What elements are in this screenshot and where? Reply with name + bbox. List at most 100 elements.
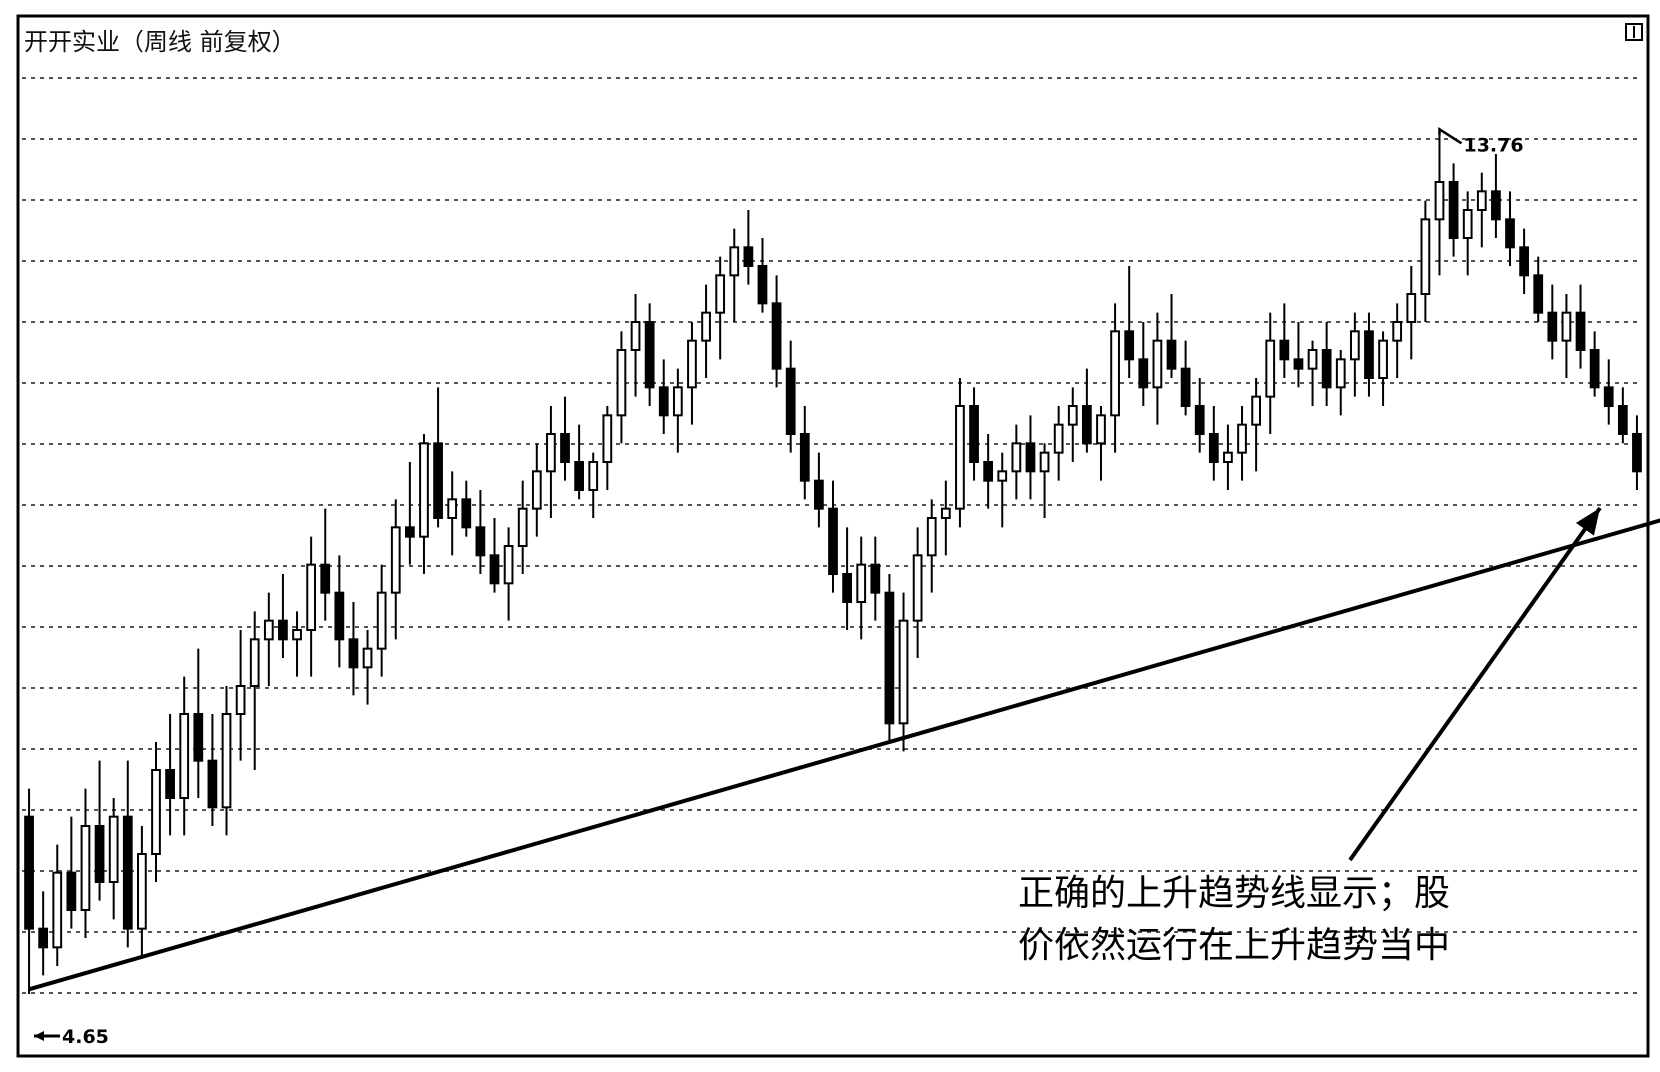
candle xyxy=(658,359,669,434)
candle-body xyxy=(1279,339,1290,361)
candle xyxy=(842,527,852,630)
candle-body xyxy=(1448,181,1459,239)
candle-body xyxy=(108,815,119,884)
candle-body xyxy=(1152,339,1163,389)
candle xyxy=(1561,294,1572,378)
candle xyxy=(151,742,161,882)
candle-body xyxy=(1420,218,1431,295)
candle-body xyxy=(1124,330,1135,361)
candle-body xyxy=(687,339,697,389)
candle-body xyxy=(912,554,923,622)
candle xyxy=(1110,303,1120,453)
uptrend-line xyxy=(28,518,1660,992)
candle-body xyxy=(1208,433,1219,463)
candle xyxy=(1223,424,1233,490)
candle xyxy=(94,760,105,901)
candle xyxy=(278,574,288,658)
candle-body xyxy=(785,367,796,435)
candle xyxy=(588,452,599,518)
candle xyxy=(531,443,542,537)
trendline-group xyxy=(28,506,1660,992)
candle xyxy=(433,387,443,528)
candle-body xyxy=(1223,451,1233,463)
candle-body xyxy=(404,526,415,538)
low-marker-arrow xyxy=(34,1031,44,1041)
candle xyxy=(1265,312,1276,434)
candle xyxy=(715,256,726,360)
candle xyxy=(1505,191,1515,266)
candle-body xyxy=(884,591,895,725)
candle xyxy=(489,518,500,593)
candle-body xyxy=(940,507,951,519)
candle xyxy=(292,611,302,677)
plot-border xyxy=(16,14,1650,1058)
candle xyxy=(122,760,133,948)
chart-title: 开开实业（周线 前复权） xyxy=(24,28,296,56)
candle-body xyxy=(517,507,528,547)
candle-body xyxy=(38,927,49,949)
candle-body xyxy=(66,871,77,912)
candle xyxy=(1321,322,1332,406)
annotation-line-1: 正确的上升趋势线显示；股 xyxy=(1018,873,1450,914)
candle xyxy=(1138,322,1149,406)
candle xyxy=(137,826,147,957)
candle xyxy=(828,480,838,593)
candle-body xyxy=(828,507,838,575)
candle-body xyxy=(1237,423,1247,454)
candle xyxy=(1476,172,1487,248)
candle xyxy=(870,536,881,621)
candle-body xyxy=(531,470,542,510)
candle-body xyxy=(207,759,218,809)
candle xyxy=(1293,322,1304,388)
high-price-label: 13.76 xyxy=(1463,134,1523,156)
candle-body xyxy=(1462,209,1473,239)
candle xyxy=(955,378,965,528)
candle xyxy=(1237,406,1247,481)
candle-body xyxy=(419,442,429,538)
candle-body xyxy=(1378,339,1388,379)
candle-body xyxy=(1293,358,1304,370)
candle-body xyxy=(842,573,852,603)
candle-body xyxy=(1194,405,1205,435)
candle xyxy=(263,592,274,686)
window-button[interactable] xyxy=(1625,23,1643,41)
candle-body xyxy=(630,321,641,351)
candle xyxy=(814,452,824,528)
candle-body xyxy=(602,414,613,464)
candle xyxy=(1335,350,1346,416)
candle-body xyxy=(362,647,373,669)
candle-body xyxy=(1025,442,1036,473)
candle-body xyxy=(658,386,669,417)
candle-body xyxy=(292,629,302,641)
candle xyxy=(1307,340,1318,406)
candle-body xyxy=(757,265,768,305)
candle-body xyxy=(1053,423,1064,454)
candle-body xyxy=(137,853,147,930)
candle xyxy=(687,322,697,425)
candle-body xyxy=(376,591,387,650)
candle xyxy=(1632,415,1642,490)
high-marker xyxy=(1438,127,1463,145)
candle-body xyxy=(1476,190,1487,211)
candle-body xyxy=(475,526,486,557)
candle xyxy=(249,611,260,770)
candle-body xyxy=(955,405,965,510)
candle xyxy=(1096,406,1106,481)
candle-body xyxy=(997,470,1008,482)
candle-body xyxy=(80,825,91,911)
candle-body xyxy=(1434,181,1445,221)
candle-body xyxy=(1519,246,1529,277)
candle xyxy=(546,406,556,518)
candle xyxy=(1575,284,1586,369)
labels xyxy=(34,127,1463,1041)
annotation-arrow xyxy=(1348,506,1602,862)
candle xyxy=(362,630,373,705)
candle-body xyxy=(799,433,810,482)
candle-body xyxy=(1096,414,1106,445)
candle-body xyxy=(771,302,782,370)
candle xyxy=(1547,284,1558,360)
candle-body xyxy=(1589,349,1600,389)
annotation-arrowhead xyxy=(1575,508,1600,536)
candle xyxy=(1364,312,1374,397)
